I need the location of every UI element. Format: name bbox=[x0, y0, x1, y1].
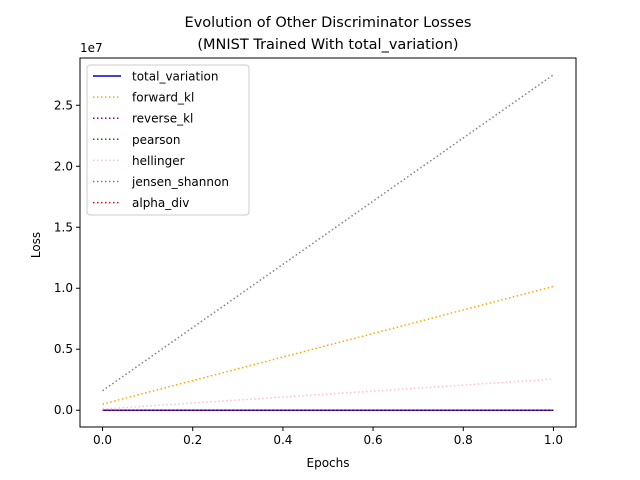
x-axis-label: Epochs bbox=[307, 456, 350, 470]
y-multiplier-label: 1e7 bbox=[80, 41, 103, 55]
legend-label: forward_kl bbox=[132, 91, 194, 105]
legend-label: total_variation bbox=[132, 70, 219, 84]
y-tick-label: 1.5 bbox=[54, 220, 73, 234]
plot-frame bbox=[79, 57, 577, 428]
x-tick-label: 0.6 bbox=[364, 433, 383, 447]
y-tick-label: 2.0 bbox=[54, 159, 73, 173]
y-axis-label: Loss bbox=[29, 232, 43, 258]
series-lines bbox=[102, 74, 554, 411]
legend-label: pearson bbox=[132, 133, 181, 147]
x-tick-label: 1.0 bbox=[544, 433, 563, 447]
x-tick-label: 0.2 bbox=[183, 433, 202, 447]
legend: total_variation forward_kl reverse_klpears… bbox=[86, 64, 250, 216]
legend-label: reverse_kl bbox=[132, 112, 193, 126]
legend-label: alpha_div bbox=[132, 196, 189, 210]
chart-title-line1: Evolution of Other Discriminator Losses bbox=[185, 15, 472, 31]
chart-title-line2: (MNIST Trained With total_variation) bbox=[197, 37, 458, 53]
legend-label: hellinger bbox=[132, 154, 185, 168]
ticks: 0.0 0.2 0.4 0.6 0.8 1.0 0.0 0.5 1.0 1.5 2.0 2.5 bbox=[54, 98, 563, 447]
x-tick-label: 0.0 bbox=[93, 433, 112, 447]
y-tick-label: 2.5 bbox=[54, 98, 73, 112]
legend-label: jensen_shannon bbox=[131, 175, 229, 189]
y-tick-label: 0.5 bbox=[54, 342, 73, 356]
x-tick-label: 0.8 bbox=[454, 433, 473, 447]
x-tick-label: 0.4 bbox=[273, 433, 292, 447]
legend-box bbox=[86, 64, 250, 216]
series-line-hellinger bbox=[102, 378, 554, 410]
y-tick-label: 1.0 bbox=[54, 281, 73, 295]
series-line-forward-kl bbox=[102, 285, 554, 405]
y-tick-label: 0.0 bbox=[54, 403, 73, 417]
